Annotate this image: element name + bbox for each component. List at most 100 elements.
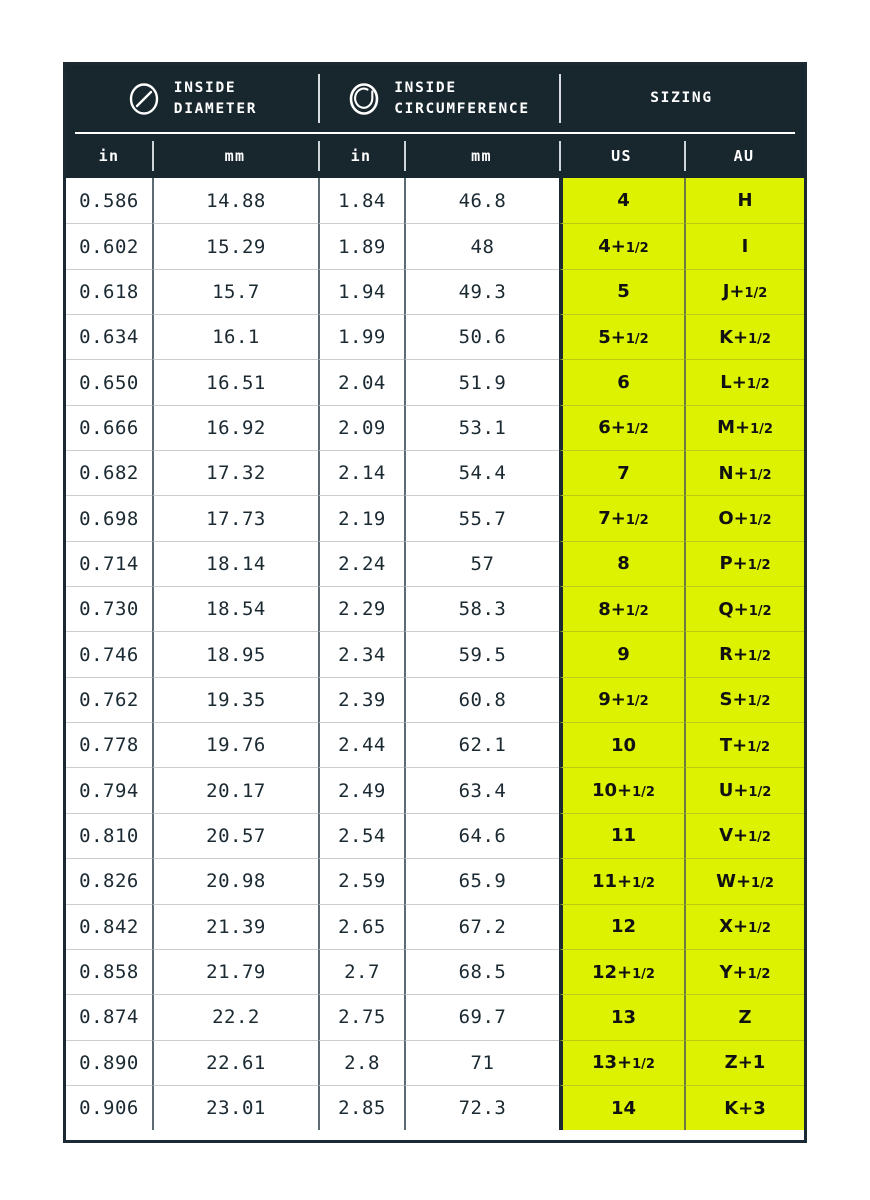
cell-size-us-value: 5 <box>617 281 630 303</box>
cell-size-us-value: 9 <box>617 644 630 666</box>
cell-diameter-mm: 20.98 <box>152 858 318 904</box>
cell-size-us-fraction: 1/2 <box>625 513 649 529</box>
cell-size-au: J+ 1/2 <box>684 268 804 315</box>
cell-diameter-in: 0.730 <box>66 586 152 631</box>
cell-size-au-value: Z+1 <box>724 1052 766 1074</box>
cell-size-au-fraction: 1/2 <box>750 422 773 438</box>
cell-size-us-value: 7+ 1/2 <box>598 508 649 530</box>
cell-size-us-fraction: 1/2 <box>625 603 649 619</box>
cell-size-au-value: X+ 1/2 <box>719 916 771 938</box>
cell-size-au-fraction: 1/2 <box>747 694 771 710</box>
cell-size-us: 9 <box>559 631 684 677</box>
cell-diameter-mm: 21.79 <box>152 948 318 995</box>
cell-size-us-fraction: 1/2 <box>625 331 649 347</box>
cell-size-au-value: K+3 <box>724 1097 766 1119</box>
cell-size-us: 6+ 1/2 <box>559 404 684 451</box>
cell-diameter-in: 0.746 <box>66 631 152 676</box>
cell-circumference-mm: 48 <box>404 223 559 269</box>
cell-circumference-mm: 60.8 <box>404 676 559 723</box>
cell-diameter-in: 0.890 <box>66 1039 152 1085</box>
column-header-size-us: US <box>559 134 684 178</box>
cell-size-us-value: 7 <box>617 462 630 484</box>
cell-size-au-fraction: 1/2 <box>748 331 771 347</box>
cell-size-us: 5+ 1/2 <box>559 314 684 360</box>
cell-diameter-in: 0.682 <box>66 450 152 495</box>
inside-circumference-icon <box>347 82 381 116</box>
header-group-label-inside-diameter: INSIDE DIAMETER <box>173 79 258 117</box>
cell-diameter-in: 0.842 <box>66 903 152 949</box>
cell-size-au: L+ 1/2 <box>684 359 804 405</box>
cell-circumference-in: 2.65 <box>318 903 404 949</box>
column-header-diameter-mm: mm <box>152 134 318 178</box>
cell-size-us-fraction: 1/2 <box>625 422 649 438</box>
cell-diameter-in: 0.906 <box>66 1084 152 1130</box>
cell-circumference-mm: 67.2 <box>404 903 559 949</box>
column-header-diameter-in: in <box>98 147 120 165</box>
table-row: 0.586 14.88 1.84 46.8 4 H <box>66 178 804 224</box>
table-row: 0.778 19.76 2.44 62.1 10 T+ 1/2 <box>66 722 804 768</box>
cell-size-au-value: W+ 1/2 <box>716 870 774 892</box>
cell-size-au-value: Q+ 1/2 <box>718 598 772 620</box>
cell-circumference-in: 2.09 <box>318 404 404 451</box>
cell-size-us-value: 11+ 1/2 <box>592 870 655 892</box>
cell-size-au-value: N+ 1/2 <box>718 462 772 484</box>
cell-size-au: K+3 <box>684 1084 804 1131</box>
cell-size-us: 14 <box>559 1084 684 1131</box>
cell-circumference-in: 2.34 <box>318 631 404 677</box>
cell-circumference-mm: 64.6 <box>404 812 559 859</box>
cell-size-us-fraction: 1/2 <box>632 785 655 801</box>
cell-size-us: 7+ 1/2 <box>559 495 684 541</box>
cell-diameter-mm: 23.01 <box>152 1084 318 1131</box>
table-row: 0.890 22.61 2.8 71 13+ 1/2 Z+1 <box>66 1039 804 1085</box>
cell-diameter-in: 0.858 <box>66 948 152 994</box>
cell-size-us-value: 6 <box>617 372 630 394</box>
cell-size-au-value: P+ 1/2 <box>719 553 771 575</box>
cell-diameter-mm: 21.39 <box>152 903 318 949</box>
header-group-label-inside-circumference: INSIDE CIRCUMFERENCE <box>394 79 530 117</box>
cell-size-us-value: 6+ 1/2 <box>598 417 649 439</box>
table-row: 0.810 20.57 2.54 64.6 11 V+ 1/2 <box>66 812 804 859</box>
cell-circumference-mm: 62.1 <box>404 722 559 768</box>
table-row: 0.874 22.2 2.75 69.7 13 Z <box>66 994 804 1040</box>
cell-size-us: 12 <box>559 903 684 949</box>
cell-diameter-mm: 16.51 <box>152 359 318 405</box>
cell-size-us: 10 <box>559 722 684 768</box>
cell-size-au-fraction: 1/2 <box>748 785 772 801</box>
cell-diameter-in: 0.874 <box>66 994 152 1039</box>
cell-diameter-mm: 17.32 <box>152 450 318 496</box>
header-group-sizing: SIZING <box>559 65 804 132</box>
cell-diameter-in: 0.586 <box>79 189 139 212</box>
cell-circumference-mm: 72.3 <box>404 1084 559 1131</box>
cell-size-au-value: L+ 1/2 <box>720 372 770 394</box>
cell-circumference-in: 2.75 <box>318 994 404 1040</box>
cell-circumference-in: 2.14 <box>318 450 404 496</box>
table-row: 0.762 19.35 2.39 60.8 9+ 1/2 S+ 1/2 <box>66 676 804 723</box>
cell-size-au-value: K+ 1/2 <box>719 326 771 348</box>
cell-diameter-in: 0.762 <box>66 676 152 722</box>
cell-diameter-in: 0.794 <box>66 767 152 812</box>
cell-diameter-in: 0.714 <box>66 540 152 586</box>
cell-size-us-value: 12+ 1/2 <box>592 961 655 983</box>
cell-circumference-mm: 57 <box>404 540 559 587</box>
cell-size-au: Q+ 1/2 <box>684 586 804 632</box>
cell-size-au: M+ 1/2 <box>684 404 804 451</box>
table-header: INSIDE DIAMETER INSIDE CIRCUMFERENCE <box>66 65 804 178</box>
cell-size-au: Z <box>684 994 804 1040</box>
cell-size-au: K+ 1/2 <box>684 314 804 360</box>
table-row: 0.826 20.98 2.59 65.9 11+ 1/2 W+ 1/2 <box>66 858 804 904</box>
cell-size-au: X+ 1/2 <box>684 903 804 949</box>
cell-size-us: 7 <box>559 450 684 496</box>
cell-size-au-value: Y+ 1/2 <box>719 961 771 983</box>
cell-circumference-mm: 69.7 <box>404 994 559 1040</box>
cell-diameter-in: 0.618 <box>66 268 152 314</box>
cell-circumference-in: 2.49 <box>318 767 404 813</box>
cell-size-au-value: M+ 1/2 <box>717 417 773 439</box>
cell-size-au: P+ 1/2 <box>684 540 804 587</box>
cell-size-us-fraction: 1/2 <box>632 1057 655 1073</box>
cell-diameter-mm: 15.29 <box>152 223 318 269</box>
cell-size-us-value: 12 <box>610 916 637 938</box>
cell-size-us: 9+ 1/2 <box>559 676 684 723</box>
table-row: 0.906 23.01 2.85 72.3 14 K+3 <box>66 1084 804 1131</box>
cell-circumference-in: 2.59 <box>318 858 404 904</box>
cell-size-au: O+ 1/2 <box>684 495 804 541</box>
